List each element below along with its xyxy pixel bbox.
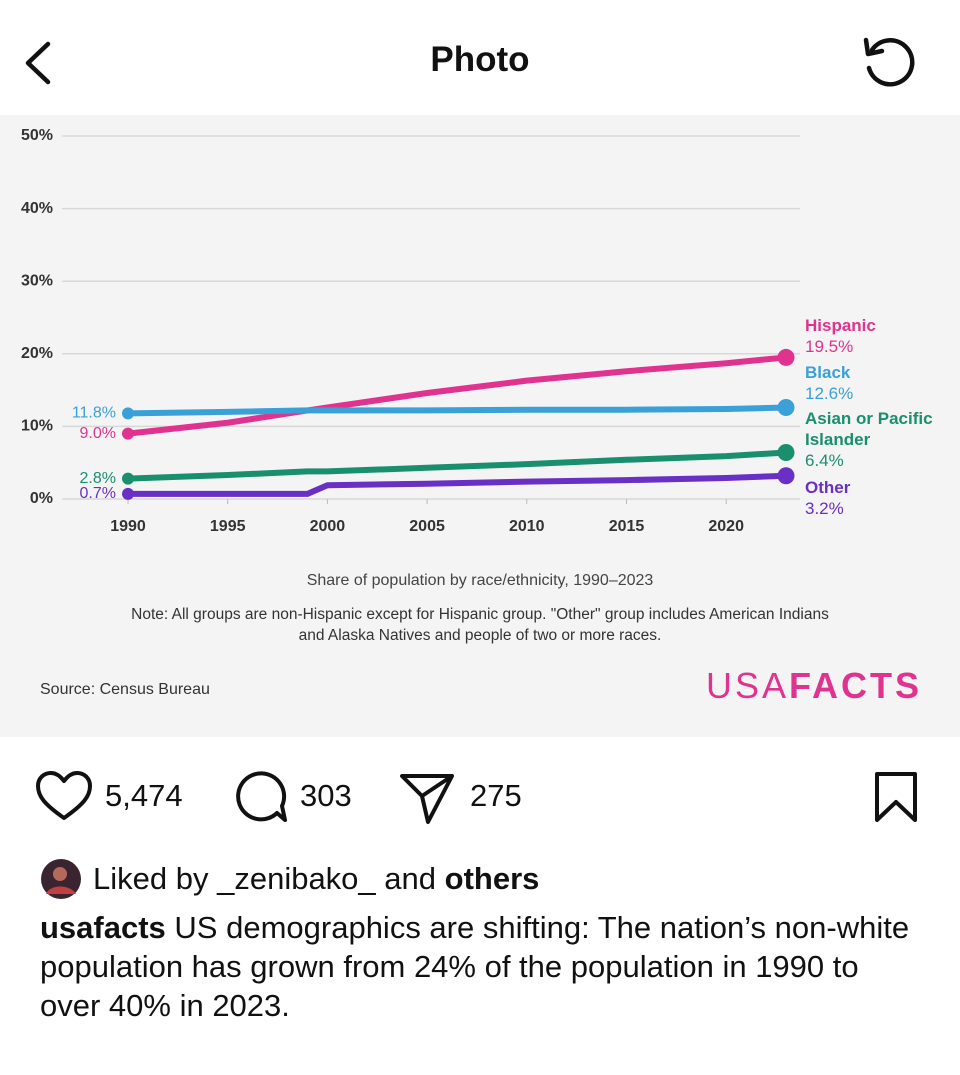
x-tick-label: 1995 xyxy=(210,518,246,535)
x-tick-label: 2015 xyxy=(609,518,645,535)
y-tick-label: 20% xyxy=(21,345,53,362)
like-button[interactable] xyxy=(34,770,94,824)
start-dot xyxy=(122,407,134,420)
caption: usafacts US demographics are shifting: T… xyxy=(40,908,910,1025)
series-name: Black xyxy=(805,363,851,382)
end-value-label: 6.4% xyxy=(805,451,844,470)
liked-by-joiner: and xyxy=(384,861,437,896)
end-dot xyxy=(777,467,795,485)
share-count: 275 xyxy=(470,778,522,813)
end-label: Black 12.6% xyxy=(805,362,955,404)
y-tick-label: 10% xyxy=(21,418,53,435)
line xyxy=(128,472,787,497)
x-tick-label: 2020 xyxy=(708,518,744,535)
back-button[interactable] xyxy=(20,40,56,86)
chart-subtitle: Share of population by race/ethnicity, 1… xyxy=(306,572,654,589)
end-label: Asian or Pacific Islander 6.4% xyxy=(805,408,955,471)
end-dot xyxy=(777,399,795,417)
x-tick-label: 2005 xyxy=(409,518,445,535)
y-tick-label: 30% xyxy=(21,272,53,289)
caption-text: US demographics are shifting: The nation… xyxy=(40,910,910,1023)
series-name: Asian or Pacific Islander xyxy=(805,409,933,449)
end-value-label: 19.5% xyxy=(805,337,854,356)
share-button[interactable] xyxy=(398,770,458,826)
chart: 0% 10% 20% 30% 40% 50% 1990 1995 2000 2005 2010 201… xyxy=(21,127,800,535)
end-label: Other 3.2% xyxy=(805,477,955,519)
start-value-label: 11.8% xyxy=(72,405,116,422)
x-tick-label: 2000 xyxy=(310,518,346,535)
y-tick-label: 50% xyxy=(21,127,53,144)
end-value-label: 3.2% xyxy=(805,499,844,518)
start-dot xyxy=(122,472,134,485)
chart-image: 0% 10% 20% 30% 40% 50% 1990 1995 2000 2005 2010 201… xyxy=(0,115,960,737)
chart-source: Source: Census Bureau xyxy=(40,681,210,698)
logo: USAFACTS xyxy=(706,665,922,707)
caption-user[interactable]: usafacts xyxy=(40,910,166,945)
liked-by-user[interactable]: _zenibako_ xyxy=(217,861,376,896)
series-name: Hispanic xyxy=(805,316,876,335)
line xyxy=(127,404,787,417)
liked-by-others[interactable]: others xyxy=(444,861,540,896)
end-dot xyxy=(777,348,795,366)
logo-light: USA xyxy=(705,665,789,706)
comment-button[interactable] xyxy=(230,770,290,826)
y-tick-label: 40% xyxy=(21,200,53,217)
start-dot xyxy=(122,427,134,440)
x-tick-label: 2010 xyxy=(509,518,545,535)
header-title: Photo xyxy=(430,40,530,79)
series-name: Other xyxy=(805,478,851,497)
end-dot xyxy=(777,444,795,462)
start-value-label: 2.8% xyxy=(80,470,116,487)
start-value-label: 0.7% xyxy=(80,485,116,502)
save-button[interactable] xyxy=(872,770,920,826)
comment-count: 303 xyxy=(300,778,352,813)
end-value-label: 12.6% xyxy=(805,384,854,403)
liked-by: Liked by _zenibako_ and others xyxy=(93,861,539,897)
like-count: 5,474 xyxy=(105,778,183,813)
refresh-button[interactable] xyxy=(860,34,922,90)
start-dot xyxy=(122,487,134,500)
y-tick-label: 0% xyxy=(30,490,53,507)
line xyxy=(127,354,787,437)
end-label: Hispanic 19.5% xyxy=(805,315,955,357)
avatar xyxy=(41,859,81,899)
liked-by-prefix: Liked by xyxy=(93,861,209,896)
logo-bold: FACTS xyxy=(788,665,922,706)
chart-note: Note: All groups are non-Hispanic except… xyxy=(131,606,829,644)
line xyxy=(127,449,787,482)
x-tick-label: 1990 xyxy=(110,518,146,535)
start-value-label: 9.0% xyxy=(80,425,116,442)
